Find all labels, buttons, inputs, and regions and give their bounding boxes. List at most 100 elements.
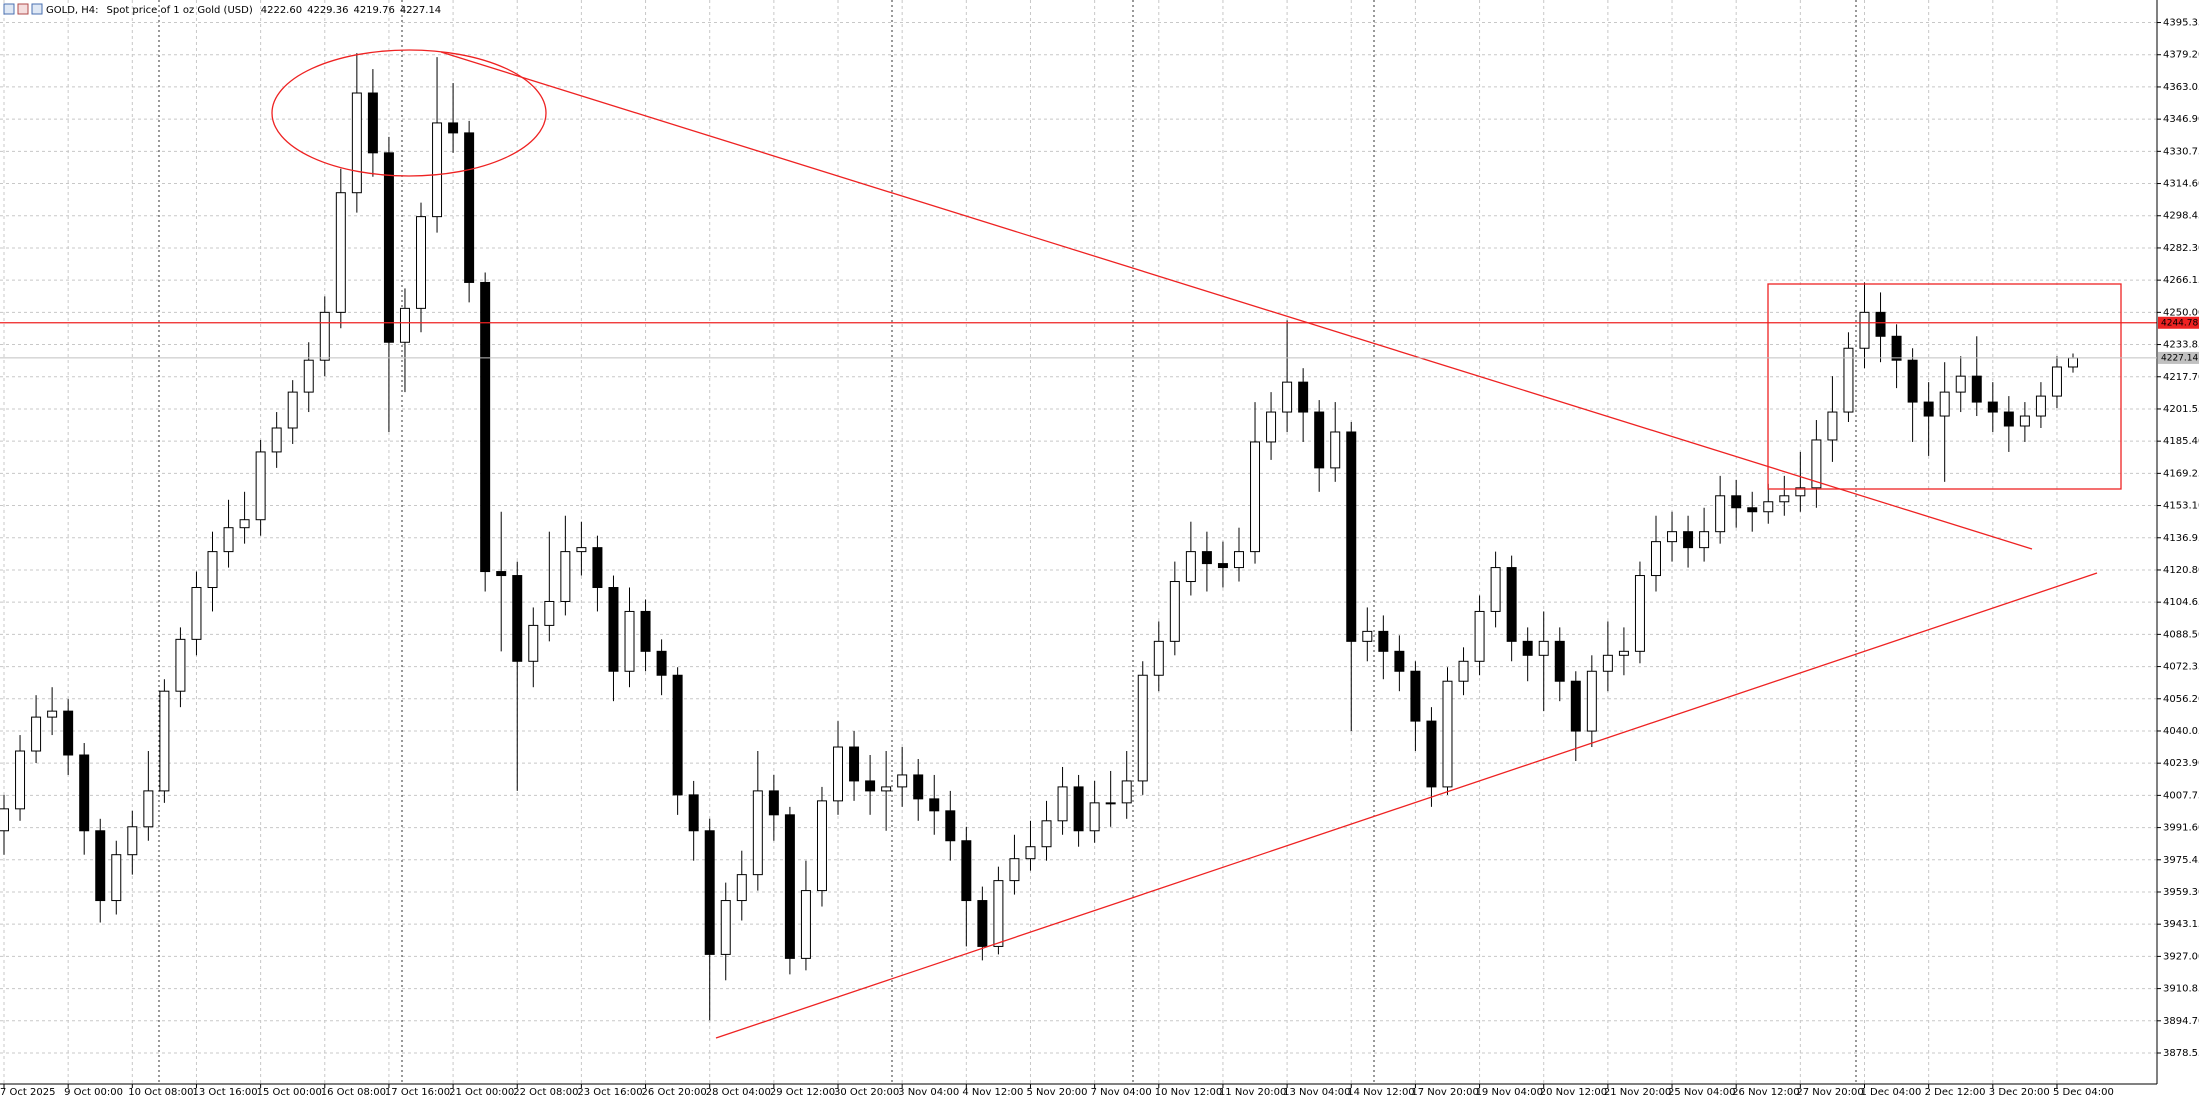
candle-body [319,311,330,361]
x-tick-label: 26 Oct 20:00 [642,1087,707,1098]
ellipse-annotation [271,49,547,177]
y-tick-label: 4217.70 [2163,372,2199,383]
candle-body [1731,495,1742,509]
candle-body [1651,541,1661,577]
candle-body [512,575,523,662]
candle-body [1185,551,1196,583]
candle-body [1105,802,1116,805]
candle-body [945,810,956,842]
y-tick-label: 4250.00 [2163,307,2199,318]
x-tick-label: 4 Nov 12:00 [962,1087,1023,1098]
candle-body [1089,802,1100,832]
x-tick-label: 19 Nov 04:00 [1476,1087,1543,1098]
candle-body [736,874,747,902]
candle-body [624,610,635,672]
candle-body [31,716,42,752]
y-tick-label: 4072.35 [2163,662,2199,673]
candle-body [1121,780,1132,804]
candle-body [223,527,234,553]
y-tick-label: 3975.45 [2163,855,2199,866]
candle-body [640,610,651,652]
candle-body [1811,439,1822,489]
last-bar-value: 4229.36 [307,5,348,16]
candle-body [0,808,9,832]
candle-body [1314,411,1325,469]
x-tick-label: 15 Oct 00:00 [257,1087,322,1098]
candle-body [464,132,475,283]
candle-body [656,650,667,676]
candle-body [576,547,587,553]
drawings [0,49,2157,1039]
icon [3,3,15,15]
candle-body [95,830,106,902]
y-tick-label: 4056.20 [2163,694,2199,705]
x-tick-label: 26 Nov 12:00 [1732,1087,1799,1098]
candle-body [1538,640,1549,656]
candle-body [496,571,507,577]
candle-body [1458,660,1469,682]
y-tick-label: 4023.90 [2163,758,2199,769]
x-tick-label: 21 Nov 20:00 [1604,1087,1671,1098]
candle-body [1217,563,1228,569]
y-tick-label: 4330.75 [2163,146,2199,157]
x-tick-label: 11 Nov 20:00 [1219,1087,1286,1098]
candle-body [1506,567,1517,642]
candle-body [1907,359,1918,403]
candle-body [1795,487,1806,497]
x-tick-label: 17 Nov 20:00 [1411,1087,1478,1098]
y-tick-label: 3910.85 [2163,984,2199,995]
candle-body [881,786,892,792]
candle-body [1763,501,1774,513]
candle-body [1201,551,1212,565]
x-tick-label: 27 Nov 20:00 [1796,1087,1863,1098]
candle-body [1634,575,1645,652]
candle-body [239,519,250,529]
candle-body [111,854,122,902]
candle-body [1073,786,1084,832]
candle-body [608,587,619,672]
candles [0,53,2078,1021]
y-tick-label: 4185.40 [2163,436,2199,447]
candle-body [1362,630,1373,642]
y-tick-label: 4266.15 [2163,275,2199,286]
candle-body [865,780,876,792]
candle-body [2003,411,2014,427]
y-tick-label: 4314.60 [2163,179,2199,190]
candle-body [15,750,26,810]
candle-body [191,587,202,640]
candle-body [367,92,378,154]
y-tick-label: 4136.95 [2163,533,2199,544]
x-tick-label: 25 Nov 04:00 [1668,1087,1735,1098]
candle-body [672,674,683,796]
x-tick-label: 5 Dec 04:00 [2053,1087,2114,1098]
candle-body [47,710,58,718]
x-tick-label: 13 Oct 16:00 [192,1087,257,1098]
y-tick-label: 4040.05 [2163,726,2199,737]
candle-body [897,774,908,788]
x-tick-label: 20 Nov 12:00 [1540,1087,1607,1098]
candle-body [816,800,827,892]
icon [17,3,29,15]
candle-body [1266,411,1277,443]
candle-body [1522,640,1533,656]
x-tick-label: 3 Nov 04:00 [898,1087,959,1098]
candle-body [79,754,90,832]
candle-body [1586,670,1597,732]
candle-body [1057,786,1068,822]
candle-body [1843,347,1854,413]
candle-body [1602,654,1613,672]
candle-body [849,746,860,782]
candle-body [2051,366,2062,397]
candle-body [335,192,346,313]
candle-body [592,547,603,589]
trendline-up [715,572,2098,1039]
candle-body [1330,431,1341,469]
y-tick-label: 3927.00 [2163,951,2199,962]
candle-body [1971,375,1982,403]
range-rectangle [1767,283,2122,490]
y-tick-label: 4363.05 [2163,82,2199,93]
candle-body [127,826,138,856]
candle-body [704,830,715,955]
